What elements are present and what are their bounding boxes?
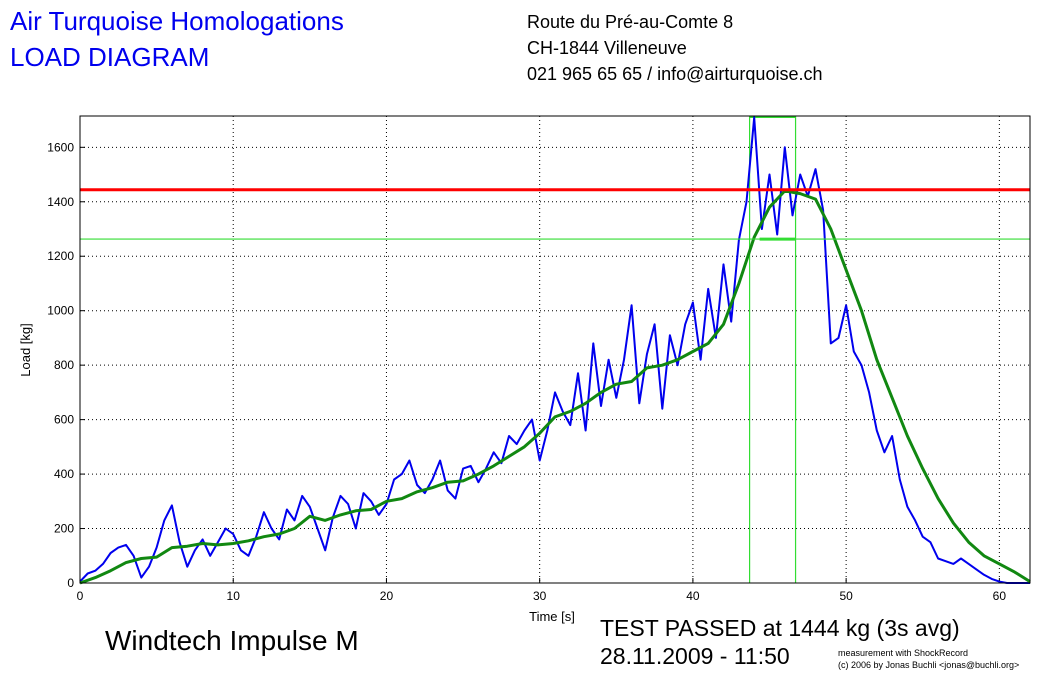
plot-frame bbox=[79, 115, 1031, 584]
credit: (c) 2006 by Jonas Buchli <jonas@buchli.o… bbox=[838, 660, 1019, 670]
result: TEST PASSED at 1444 kg (3s avg) bbox=[600, 615, 960, 641]
x-tick-label: 60 bbox=[993, 589, 1007, 603]
x-tick-label: 30 bbox=[533, 589, 547, 603]
address: CH-1844 Villeneuve bbox=[527, 38, 687, 58]
x-tick-label: 50 bbox=[839, 589, 853, 603]
x-tick-label: 20 bbox=[380, 589, 394, 603]
title: Air Turquoise Homologations bbox=[10, 6, 344, 36]
y-tick-label: 400 bbox=[54, 467, 74, 481]
y-tick-label: 200 bbox=[54, 522, 74, 536]
data-line bbox=[79, 116, 1030, 584]
date: 28.11.2009 - 11:50 bbox=[600, 643, 790, 669]
y-tick-label: 600 bbox=[54, 413, 74, 427]
y-axis-label: Load [kg] bbox=[18, 323, 33, 377]
credit: measurement with ShockRecord bbox=[838, 648, 968, 658]
y-tick-label: 1600 bbox=[47, 140, 74, 154]
y-tick-label: 800 bbox=[54, 358, 74, 372]
x-tick-label: 40 bbox=[686, 589, 700, 603]
y-tick-label: 1000 bbox=[47, 304, 74, 318]
address: 021 965 65 65 / info@airturquoise.ch bbox=[527, 64, 822, 84]
y-tick-label: 0 bbox=[67, 576, 74, 590]
x-tick-label: 0 bbox=[77, 589, 84, 603]
x-axis-label: Time [s] bbox=[529, 609, 575, 624]
y-tick-label: 1400 bbox=[47, 195, 74, 209]
y-tick-label: 1200 bbox=[47, 249, 74, 263]
data-line bbox=[79, 189, 1031, 585]
x-tick-label: 10 bbox=[227, 589, 241, 603]
address: Route du Pré-au-Comte 8 bbox=[527, 12, 733, 32]
title: LOAD DIAGRAM bbox=[10, 42, 209, 72]
wing-name: Windtech Impulse M bbox=[105, 625, 359, 656]
